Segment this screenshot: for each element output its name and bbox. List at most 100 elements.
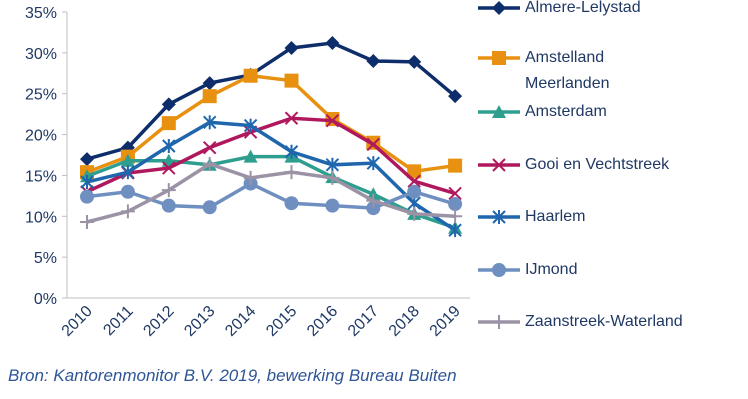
marker-shape — [284, 144, 299, 159]
marker — [366, 54, 381, 69]
legend-label: Haarlem — [525, 208, 586, 225]
marker — [243, 118, 258, 133]
marker-shape — [162, 139, 176, 154]
marker — [284, 40, 299, 55]
marker-shape — [161, 183, 176, 198]
marker — [120, 184, 135, 199]
marker — [325, 113, 340, 128]
marker-shape — [284, 111, 299, 125]
marker-shape — [162, 161, 176, 175]
marker-shape — [202, 76, 217, 91]
marker-shape — [325, 157, 340, 172]
marker-shape — [492, 315, 506, 329]
series-line — [86, 120, 457, 232]
marker — [366, 201, 381, 216]
series-line — [86, 162, 456, 224]
marker — [492, 158, 506, 172]
x-tick-label: 2017 — [345, 303, 382, 340]
marker-shape — [202, 140, 217, 155]
marker-shape — [202, 89, 217, 104]
marker — [162, 139, 176, 154]
marker-shape — [325, 113, 340, 128]
marker-shape — [243, 118, 258, 133]
y-tick-label: 20% — [25, 128, 57, 145]
marker — [366, 193, 381, 208]
marker — [80, 189, 94, 204]
marker — [284, 144, 299, 159]
y-tick-label: 25% — [25, 87, 57, 104]
marker — [284, 73, 299, 88]
marker — [492, 210, 506, 224]
marker-shape — [366, 137, 381, 152]
marker — [407, 206, 422, 221]
marker — [243, 170, 258, 185]
marker — [80, 215, 94, 230]
marker-shape — [448, 223, 462, 238]
legend-label: Zaanstreek-Waterland — [525, 313, 683, 330]
marker — [202, 140, 217, 155]
marker — [161, 183, 176, 198]
marker — [80, 152, 94, 167]
marker — [448, 209, 463, 224]
marker — [284, 196, 299, 211]
marker — [161, 97, 176, 112]
marker — [284, 165, 299, 180]
marker — [448, 186, 462, 201]
marker — [325, 170, 340, 185]
legend-label: IJmond — [525, 261, 578, 278]
marker-shape — [492, 105, 506, 118]
series-line — [86, 73, 456, 174]
x-tick-label: 2012 — [140, 303, 177, 340]
marker — [366, 137, 381, 152]
y-tick-label: 30% — [25, 46, 57, 63]
marker-shape — [492, 263, 506, 277]
marker — [448, 158, 463, 173]
marker-shape — [80, 215, 94, 230]
marker-shape — [492, 210, 506, 224]
marker-shape — [492, 158, 506, 172]
marker — [120, 153, 135, 167]
x-tick-label: 2010 — [59, 303, 96, 340]
marker-shape — [202, 156, 217, 171]
marker-shape — [407, 174, 421, 188]
marker-shape — [120, 204, 135, 219]
marker-shape — [161, 116, 176, 131]
marker — [202, 115, 217, 130]
marker-shape — [448, 186, 462, 201]
marker-shape — [284, 165, 299, 180]
marker — [202, 156, 217, 171]
marker-shape — [325, 198, 340, 213]
marker-shape — [284, 40, 299, 55]
marker — [492, 315, 506, 329]
marker — [162, 161, 176, 175]
marker — [202, 76, 217, 91]
marker — [243, 68, 258, 83]
marker-shape — [448, 158, 463, 173]
marker — [407, 54, 422, 69]
y-tick-label: 35% — [25, 5, 57, 22]
marker-shape — [407, 206, 422, 221]
marker-shape — [492, 1, 506, 15]
marker-shape — [284, 73, 299, 88]
marker-shape — [202, 115, 217, 130]
marker — [325, 198, 340, 213]
y-tick-label: 0% — [34, 291, 57, 308]
marker — [120, 204, 135, 219]
marker-shape — [161, 198, 176, 213]
marker-shape — [366, 54, 381, 69]
legend-label: Gooi en Vechtstreek — [525, 156, 670, 173]
marker — [407, 184, 422, 199]
marker — [202, 89, 217, 104]
marker-shape — [120, 153, 135, 167]
marker — [325, 157, 340, 172]
marker — [448, 223, 462, 238]
marker-shape — [80, 152, 94, 167]
legend-label: Almere-Lelystad — [525, 0, 641, 16]
marker-shape — [448, 197, 463, 212]
marker-shape — [492, 51, 506, 65]
marker-shape — [120, 184, 135, 199]
x-tick-label: 2011 — [100, 303, 136, 339]
marker — [492, 263, 506, 277]
legend-label: Amsterdam — [525, 103, 607, 120]
